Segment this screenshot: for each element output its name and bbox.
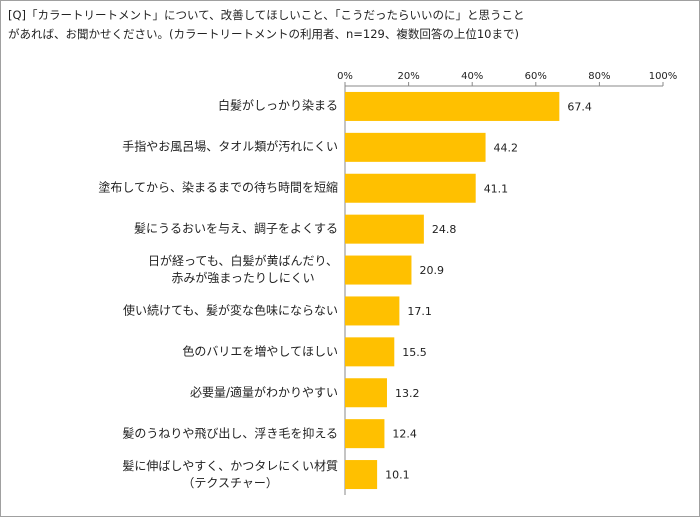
value-label: 44.2: [494, 141, 519, 154]
category-label: 必要量/適量がわかりやすい: [189, 385, 338, 400]
value-label: 41.1: [484, 182, 509, 195]
bar: [345, 460, 378, 490]
value-label: 20.9: [419, 264, 444, 277]
value-label: 17.1: [407, 305, 432, 318]
value-label: 10.1: [385, 469, 410, 482]
category-label: 色のバリエを増やしてほしい: [182, 344, 338, 359]
category-label: 髪にうるおいを与え、調子をよくする: [133, 221, 338, 236]
bar: [345, 419, 385, 449]
value-label: 13.2: [395, 387, 420, 400]
bar: [345, 132, 486, 162]
x-tick-label: 20%: [397, 71, 419, 82]
x-tick-label: 40%: [461, 71, 483, 82]
value-label: 12.4: [392, 428, 417, 441]
category-label: 塗布してから、染まるまでの待ち時間を短縮: [98, 180, 338, 195]
bar: [345, 337, 395, 367]
bar: [345, 91, 560, 121]
value-label: 67.4: [567, 100, 592, 113]
bar: [345, 214, 424, 244]
x-tick-label: 0%: [337, 71, 353, 82]
chart-title: [Q]「カラートリートメント」について、改善してほしいこと、「こうだったらいいの…: [8, 8, 525, 41]
category-label: 髪に伸ばしやすく、かつタレにくい材質 （テクスチャー）: [122, 458, 338, 490]
category-label: 手指やお風呂場、タオル類が汚れにくい: [122, 139, 338, 154]
value-label: 24.8: [432, 223, 457, 236]
x-tick-label: 100%: [649, 71, 678, 82]
bar: [345, 173, 476, 203]
category-label: 髪のうねりや飛び出し、浮き毛を抑える: [122, 426, 338, 441]
x-tick-label: 80%: [588, 71, 610, 82]
bar: [345, 296, 400, 326]
value-label: 15.5: [402, 346, 427, 359]
category-label: 日が経っても、白髪が黄ばんだり、 赤みが強まったりしにくい: [148, 254, 338, 286]
x-tick-label: 60%: [525, 71, 547, 82]
bar: [345, 378, 387, 408]
category-label: 使い続けても、髪が変な色味にならない: [122, 303, 338, 318]
bar: [345, 255, 412, 285]
category-label: 白髪がしっかり染まる: [217, 98, 338, 113]
